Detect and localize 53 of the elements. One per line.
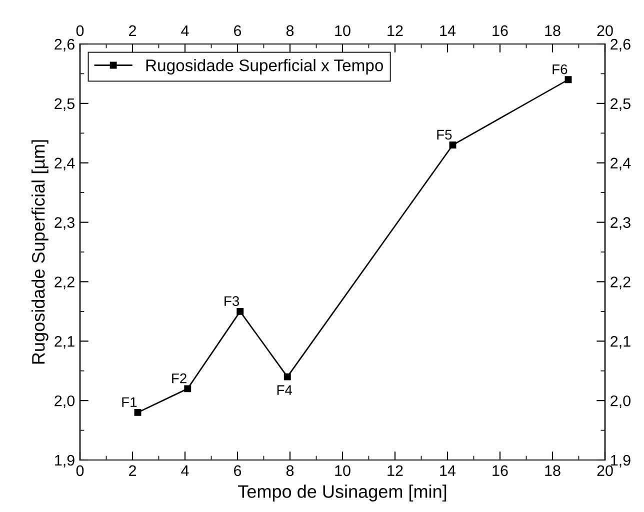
y2-tick-label: 2,0 <box>610 395 630 408</box>
y-axis-title: Rugosidade Superficial [µm] <box>32 140 48 364</box>
x2-tick-label: 2 <box>129 25 136 36</box>
x-tick-label: 10 <box>335 465 350 476</box>
x-tick-label: 4 <box>181 465 189 476</box>
x2-tick-label: 0 <box>76 25 84 36</box>
x2-tick-label: 12 <box>388 25 403 36</box>
x2-tick-label: 14 <box>440 25 456 36</box>
x-tick-label: 6 <box>234 465 242 476</box>
legend-label: Rugosidade Superficial x Tempo <box>146 59 384 75</box>
y-tick-label: 2,2 <box>54 276 74 290</box>
x2-tick-label: 20 <box>597 25 613 36</box>
y2-tick-label: 2,6 <box>610 38 630 52</box>
point <box>236 308 244 315</box>
y2-tick-label: 2,3 <box>610 217 630 230</box>
x2-tick-label: 6 <box>234 25 242 36</box>
x-tick-label: 8 <box>286 465 294 476</box>
point <box>284 373 291 380</box>
x-axis-title: Tempo de Usinagem [min] <box>238 484 446 502</box>
x-tick-label: 2 <box>129 465 136 476</box>
x-tick-label: 12 <box>388 465 403 476</box>
x-tick-label: 14 <box>440 465 456 476</box>
point <box>134 408 142 416</box>
y-tick-label: 2,4 <box>54 158 75 170</box>
annotation: F6 <box>552 64 568 74</box>
y2-tick-label: 2,5 <box>610 98 630 111</box>
y-tick-label: 1,9 <box>55 454 74 468</box>
x2-tick-label: 4 <box>181 25 189 36</box>
y-tick-label: 2,0 <box>54 395 75 408</box>
point <box>564 76 572 84</box>
x-tick-label: 16 <box>492 465 508 476</box>
point <box>449 142 456 148</box>
x2-tick-label: 18 <box>545 25 560 36</box>
y-tick-label: 2,1 <box>54 336 74 349</box>
x2-tick-label: 10 <box>335 25 350 36</box>
y-tick-label: 2,5 <box>54 98 74 111</box>
annotation: F4 <box>277 385 292 395</box>
x2-tick-label: 16 <box>492 25 508 36</box>
annotation: F1 <box>122 397 137 407</box>
y2-tick-label: 2,2 <box>610 276 630 290</box>
y-tick-label: 2,6 <box>54 38 74 52</box>
point <box>184 385 192 392</box>
y-tick-label: 2,3 <box>54 217 74 230</box>
annotation: F5 <box>437 130 452 140</box>
y2-tick-label: 2,4 <box>610 158 631 170</box>
annotation: F3 <box>224 296 240 306</box>
x-tick-label: 20 <box>597 465 613 476</box>
x-tick-label: 0 <box>76 465 84 476</box>
x2-tick-label: 8 <box>286 25 294 36</box>
x-tick-label: 18 <box>545 465 560 476</box>
y2-tick-label: 2,1 <box>610 336 630 349</box>
annotation: F2 <box>172 373 186 384</box>
y2-tick-label: 1,9 <box>611 454 630 468</box>
